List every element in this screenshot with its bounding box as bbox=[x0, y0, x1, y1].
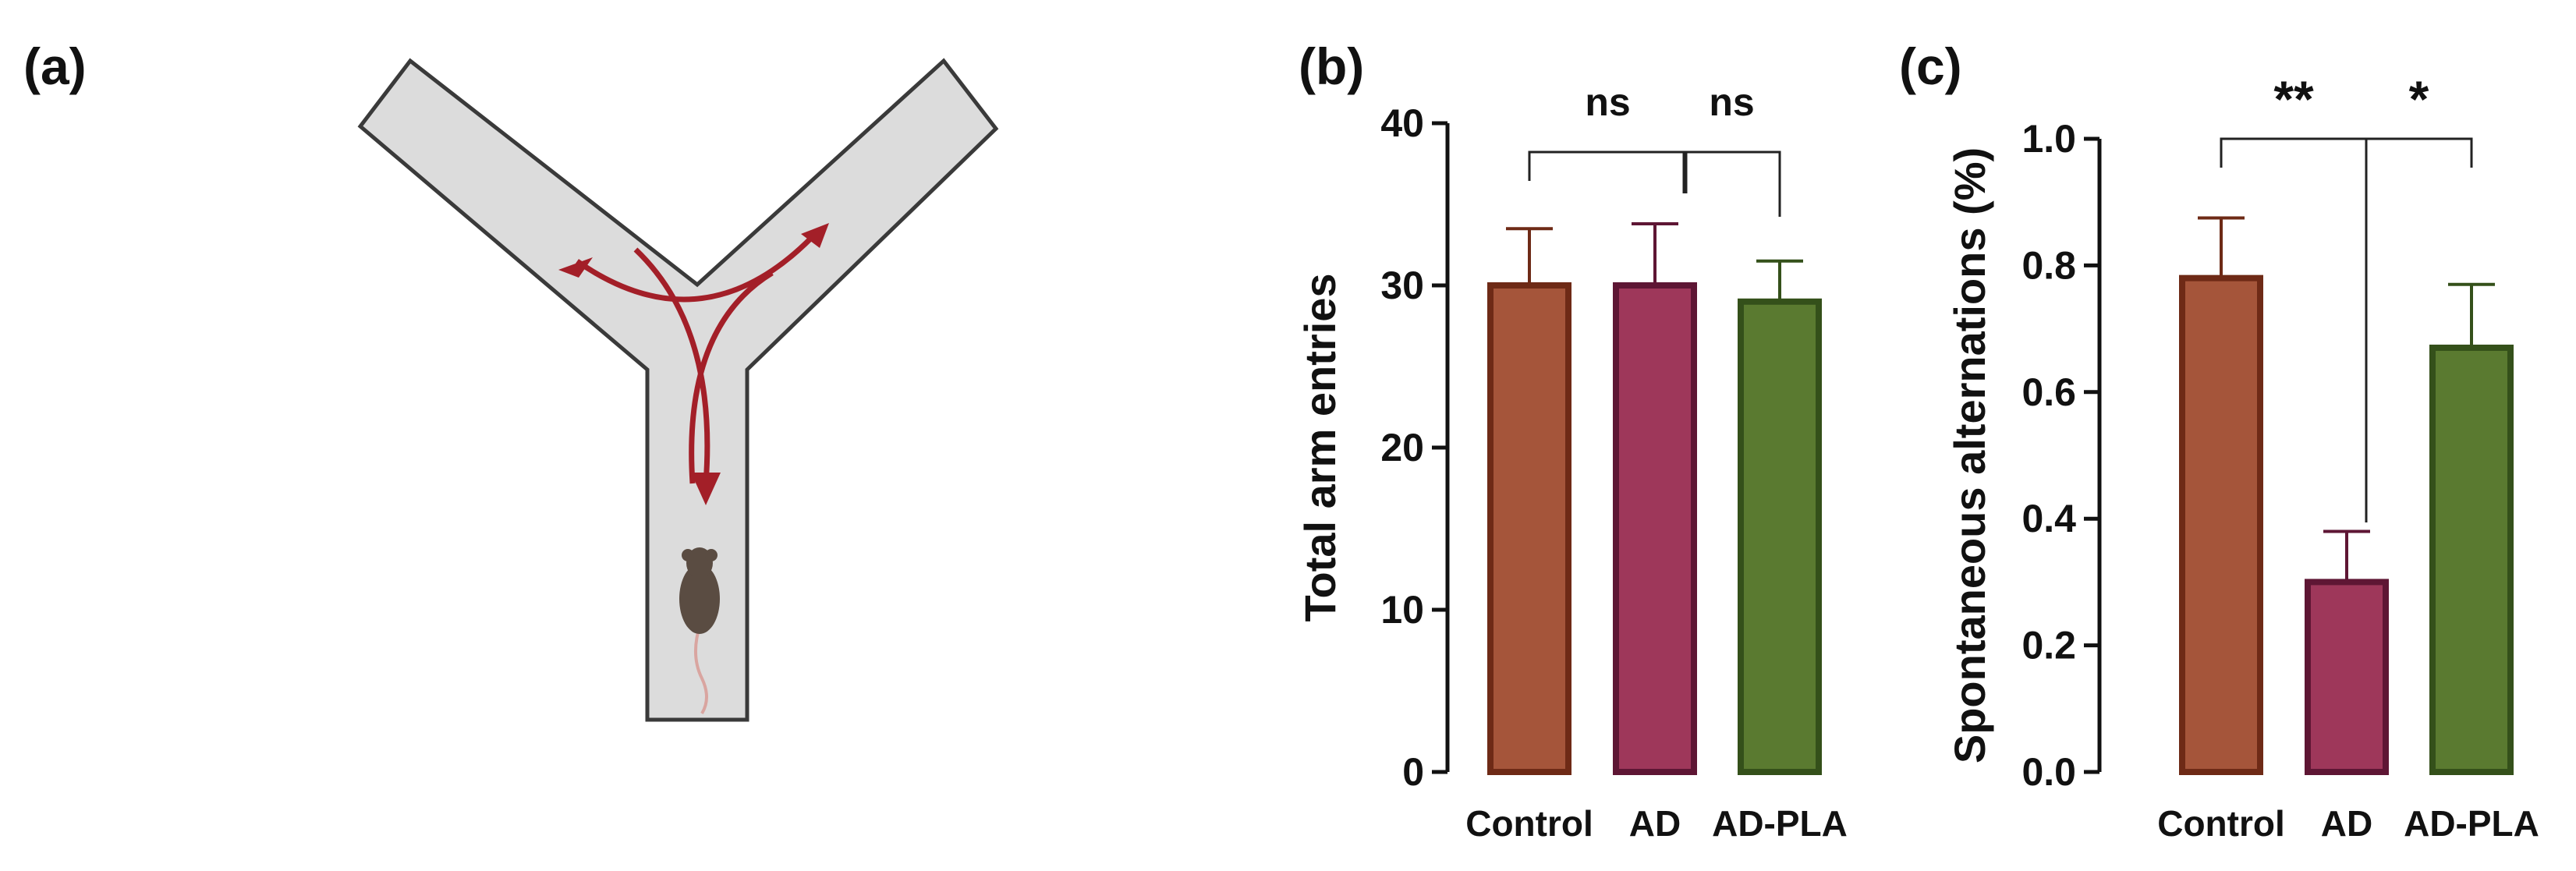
y-tick-label: 0.6 bbox=[2021, 370, 2076, 414]
significance-label: ns bbox=[1709, 80, 1754, 124]
y-tick-label: 0.2 bbox=[2021, 624, 2076, 667]
bar-ad-pla bbox=[1738, 298, 1822, 775]
x-category-label: AD bbox=[2321, 803, 2372, 844]
arrow-left-to-right bbox=[576, 228, 821, 303]
chart-spontaneous-alternations: 0.0 0.2 0.4 0.6 0.8 1.0 Spontaneous alternatio… bbox=[1945, 70, 2539, 844]
mouse-tail bbox=[693, 623, 708, 715]
y-tick-label: 0 bbox=[1402, 750, 1424, 794]
y-maze-illustration bbox=[357, 58, 999, 722]
x-category-label: AD bbox=[1629, 803, 1681, 844]
y-axis-title: Spontaneous alternations (%) bbox=[1945, 147, 1994, 763]
arrow-bottom-to-top bbox=[689, 271, 774, 484]
significance-bracket bbox=[2365, 137, 2473, 522]
bar-control bbox=[1487, 282, 1571, 775]
significance-bracket bbox=[1528, 150, 1688, 193]
arrowhead-left bbox=[558, 257, 593, 278]
x-category-label: Control bbox=[2157, 803, 2285, 844]
significance-label: ** bbox=[2273, 70, 2314, 128]
x-category-label: Control bbox=[1465, 803, 1593, 844]
significance-bracket bbox=[1682, 150, 1781, 217]
panel-label-b: (b) bbox=[1299, 37, 1364, 95]
bar-ad bbox=[2305, 579, 2389, 776]
y-tick-label: 30 bbox=[1380, 264, 1424, 307]
arrowhead-bottom bbox=[691, 473, 721, 505]
x-category-label: AD-PLA bbox=[2404, 803, 2539, 844]
y-tick-label: 1.0 bbox=[2021, 117, 2076, 161]
arrowhead-right bbox=[801, 223, 829, 248]
bar-ad-pla bbox=[2429, 344, 2514, 775]
mouse-body bbox=[679, 564, 720, 634]
mouse-icon bbox=[679, 547, 720, 715]
mouse-ear-left bbox=[682, 549, 694, 561]
significance-label: * bbox=[2409, 70, 2429, 128]
y-tick-label: 10 bbox=[1380, 588, 1424, 632]
mouse-ear-right bbox=[705, 549, 718, 561]
y-tick-label: 40 bbox=[1380, 101, 1424, 145]
y-maze-shape bbox=[357, 58, 999, 722]
y-tick-label: 20 bbox=[1380, 426, 1424, 469]
chart-total-arm-entries: 0 10 20 30 40 Total arm entries Control AD AD-PL… bbox=[1295, 80, 1848, 844]
panel-label-c: (c) bbox=[1899, 37, 1962, 95]
y-tick-label: 0.8 bbox=[2021, 243, 2076, 287]
bar-control bbox=[2179, 274, 2263, 775]
significance-label: ns bbox=[1585, 80, 1630, 124]
bar-ad bbox=[1613, 282, 1697, 775]
y-tick-label: 0.0 bbox=[2021, 750, 2076, 794]
panel-label-a: (a) bbox=[23, 37, 87, 95]
arrow-top-to-bottom bbox=[633, 247, 710, 484]
x-category-label: AD-PLA bbox=[1712, 803, 1848, 844]
y-tick-label: 0.4 bbox=[2021, 497, 2076, 540]
y-axis-title: Total arm entries bbox=[1295, 273, 1345, 621]
